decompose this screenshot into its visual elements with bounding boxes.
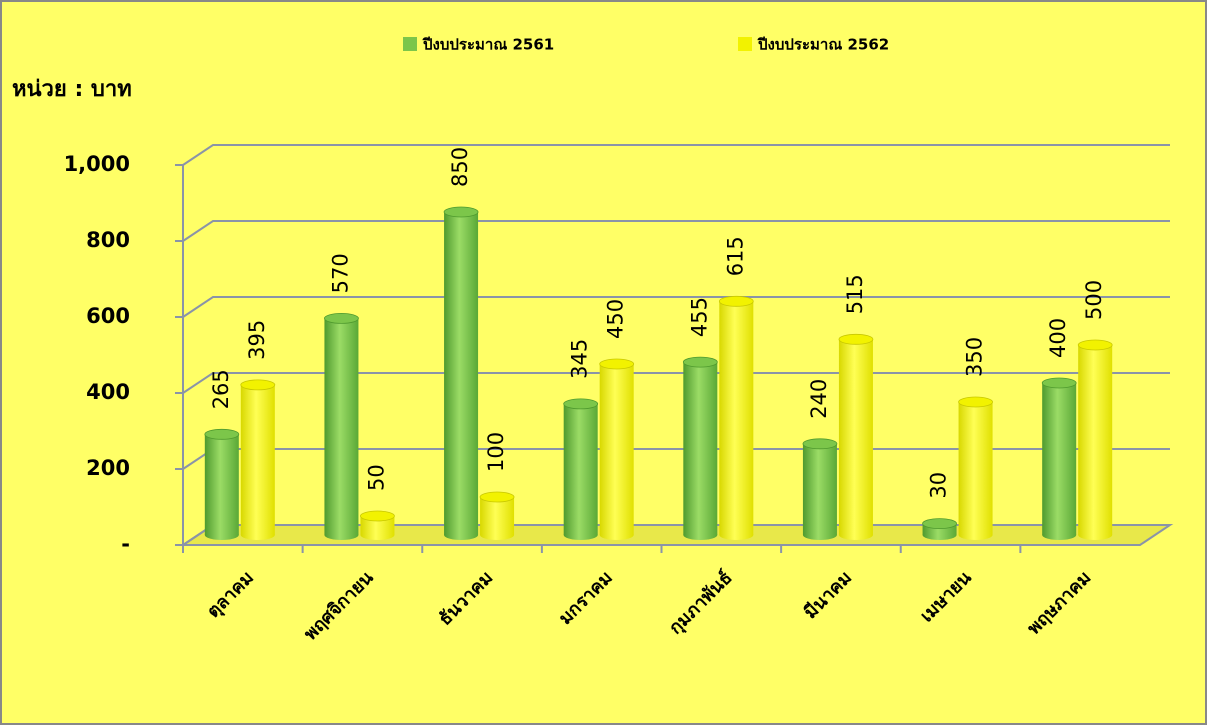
value-label: 30 <box>927 472 951 499</box>
bar <box>360 510 395 540</box>
bar-top <box>682 356 718 368</box>
bar-top <box>718 295 754 307</box>
value-label: 50 <box>364 464 388 491</box>
value-label: 345 <box>568 339 592 379</box>
bar-top <box>204 428 240 440</box>
bar-body <box>802 443 837 535</box>
legend-swatch <box>403 37 417 51</box>
value-label: 400 <box>1046 318 1070 358</box>
value-label: 350 <box>963 337 987 377</box>
bar-top <box>240 379 276 391</box>
value-label: 100 <box>484 432 508 472</box>
value-label: 455 <box>687 297 711 337</box>
value-label: 570 <box>328 253 352 293</box>
bar-body <box>1078 345 1113 535</box>
value-label: 395 <box>245 320 269 360</box>
bar-body <box>563 403 598 535</box>
bar <box>204 428 240 540</box>
bar <box>599 358 635 540</box>
bar <box>802 438 838 540</box>
y-tick-label: 400 <box>86 380 130 404</box>
value-label: 500 <box>1082 280 1106 320</box>
y-tick-label: 1,000 <box>64 152 130 176</box>
bar <box>1077 339 1113 540</box>
bar-top <box>838 333 874 345</box>
grid-line <box>182 296 1170 318</box>
value-label: 265 <box>209 369 233 409</box>
bar-body <box>480 497 515 535</box>
y-tick-label: 200 <box>86 456 130 480</box>
bar <box>1041 377 1077 540</box>
bar-body <box>683 362 718 535</box>
y-axis-label: หน่วย : บาท <box>12 77 132 102</box>
bar <box>240 379 276 540</box>
y-tick-label: 800 <box>86 228 130 252</box>
bar-body <box>240 384 275 535</box>
y-tick-label: - <box>121 532 130 556</box>
bar <box>958 396 993 540</box>
legend-swatch <box>738 37 752 51</box>
bar-top <box>958 396 993 408</box>
bar-top <box>360 510 395 522</box>
bar-body <box>204 434 239 535</box>
value-label: 850 <box>448 147 472 187</box>
value-label: 515 <box>843 274 867 314</box>
bar-body <box>444 212 479 535</box>
bar-top <box>922 518 957 529</box>
legend-label: ปีงบประมาณ 2562 <box>757 36 889 54</box>
bar-body <box>922 523 957 535</box>
value-label: 240 <box>807 379 831 419</box>
bar-top <box>479 491 515 503</box>
y-tick-label: 600 <box>86 304 130 328</box>
bar <box>324 312 359 540</box>
bar <box>563 398 599 540</box>
bar-top <box>802 438 838 450</box>
bar-body <box>1042 383 1077 535</box>
bar-body <box>599 364 634 535</box>
bar <box>443 206 479 540</box>
bar-top <box>443 206 479 218</box>
bar-body <box>324 318 359 535</box>
bar-top <box>1077 339 1113 351</box>
value-label: 615 <box>723 236 747 276</box>
value-label: 450 <box>604 299 628 339</box>
bar <box>922 518 957 540</box>
bar <box>479 491 515 540</box>
bar-top <box>1041 377 1077 389</box>
bar-body <box>838 339 873 535</box>
bar-top <box>563 398 599 410</box>
grid-line <box>182 144 1170 166</box>
bar <box>682 356 718 540</box>
bar <box>718 295 754 540</box>
bar-top <box>324 312 359 324</box>
bar-body <box>958 402 993 535</box>
bar <box>838 333 874 540</box>
bar-body <box>719 301 754 535</box>
bar-top <box>599 358 635 370</box>
legend-label: ปีงบประมาณ 2561 <box>422 36 554 54</box>
grid-line <box>182 220 1170 242</box>
